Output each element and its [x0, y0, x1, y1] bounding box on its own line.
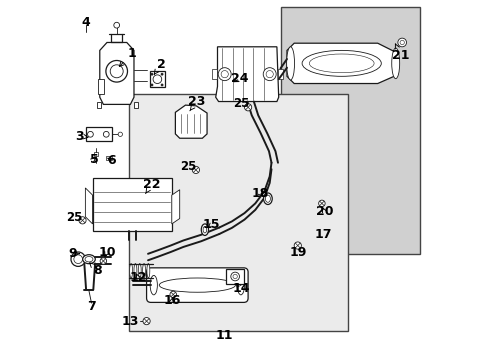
- Polygon shape: [286, 43, 395, 84]
- Circle shape: [397, 38, 406, 47]
- Text: 16: 16: [163, 294, 180, 307]
- Circle shape: [318, 200, 325, 207]
- Ellipse shape: [150, 275, 157, 295]
- Text: 24: 24: [231, 72, 248, 85]
- Text: 4: 4: [81, 16, 90, 29]
- Ellipse shape: [265, 195, 270, 202]
- Text: 18: 18: [251, 187, 269, 200]
- Circle shape: [153, 75, 162, 84]
- Text: 23: 23: [188, 95, 205, 111]
- Text: 3: 3: [76, 130, 88, 143]
- Polygon shape: [175, 105, 206, 138]
- Text: 19: 19: [288, 246, 306, 259]
- Text: 13: 13: [122, 315, 139, 328]
- Circle shape: [71, 252, 85, 266]
- Polygon shape: [215, 47, 278, 102]
- Circle shape: [221, 71, 228, 78]
- Ellipse shape: [309, 54, 373, 73]
- Circle shape: [142, 318, 150, 325]
- Circle shape: [103, 131, 109, 137]
- Circle shape: [170, 291, 176, 298]
- Polygon shape: [85, 188, 92, 224]
- Circle shape: [110, 65, 123, 78]
- Circle shape: [100, 258, 106, 264]
- Bar: [86, 127, 112, 141]
- Polygon shape: [171, 190, 179, 224]
- Circle shape: [161, 73, 163, 75]
- Bar: [94, 152, 98, 156]
- Ellipse shape: [263, 193, 272, 204]
- Ellipse shape: [146, 264, 149, 278]
- Bar: [212, 69, 217, 79]
- FancyBboxPatch shape: [146, 268, 247, 302]
- Circle shape: [218, 68, 231, 81]
- Text: 6: 6: [107, 154, 115, 167]
- Ellipse shape: [302, 50, 381, 76]
- Ellipse shape: [201, 224, 208, 235]
- Circle shape: [294, 242, 301, 249]
- Bar: [128, 94, 347, 331]
- Circle shape: [230, 272, 239, 281]
- Text: 12: 12: [129, 271, 147, 284]
- Bar: [106, 156, 111, 160]
- Ellipse shape: [391, 48, 399, 79]
- Text: 17: 17: [314, 228, 331, 241]
- Text: 9: 9: [68, 247, 80, 260]
- Circle shape: [232, 274, 237, 279]
- Circle shape: [192, 166, 199, 174]
- Bar: [98, 79, 104, 94]
- Circle shape: [79, 217, 86, 224]
- Circle shape: [106, 60, 127, 82]
- Ellipse shape: [203, 226, 206, 233]
- Ellipse shape: [237, 275, 244, 295]
- Circle shape: [87, 131, 93, 137]
- Circle shape: [265, 71, 273, 78]
- Bar: [97, 102, 101, 108]
- Bar: [280, 7, 419, 254]
- Text: 10: 10: [98, 246, 116, 258]
- Bar: [226, 269, 244, 284]
- Circle shape: [151, 84, 153, 86]
- Circle shape: [151, 73, 153, 75]
- Text: 14: 14: [232, 282, 249, 295]
- Bar: [277, 69, 283, 79]
- Text: 25: 25: [66, 211, 82, 224]
- Ellipse shape: [142, 264, 145, 278]
- Ellipse shape: [286, 47, 294, 80]
- Bar: [92, 178, 171, 231]
- Bar: [134, 102, 138, 108]
- Text: 15: 15: [202, 219, 220, 231]
- Text: 2: 2: [154, 58, 165, 74]
- Circle shape: [114, 22, 120, 28]
- Circle shape: [74, 255, 82, 264]
- Circle shape: [263, 68, 276, 81]
- Circle shape: [161, 84, 163, 86]
- Ellipse shape: [134, 264, 137, 278]
- Ellipse shape: [129, 264, 132, 278]
- Bar: [150, 71, 164, 87]
- Text: 25: 25: [232, 97, 248, 110]
- Circle shape: [399, 40, 404, 45]
- Ellipse shape: [82, 255, 95, 264]
- Text: 7: 7: [87, 300, 96, 313]
- Text: 11: 11: [216, 329, 233, 342]
- Ellipse shape: [85, 256, 93, 262]
- Ellipse shape: [138, 264, 141, 278]
- Text: 22: 22: [142, 178, 160, 194]
- Ellipse shape: [159, 278, 235, 292]
- Circle shape: [118, 132, 122, 136]
- Text: 21: 21: [391, 44, 409, 62]
- Text: 8: 8: [89, 263, 102, 277]
- Text: 20: 20: [315, 205, 332, 218]
- Text: 1: 1: [119, 47, 136, 66]
- Circle shape: [244, 104, 251, 111]
- Text: 5: 5: [89, 153, 98, 166]
- Polygon shape: [100, 42, 134, 104]
- Text: 25: 25: [180, 160, 197, 173]
